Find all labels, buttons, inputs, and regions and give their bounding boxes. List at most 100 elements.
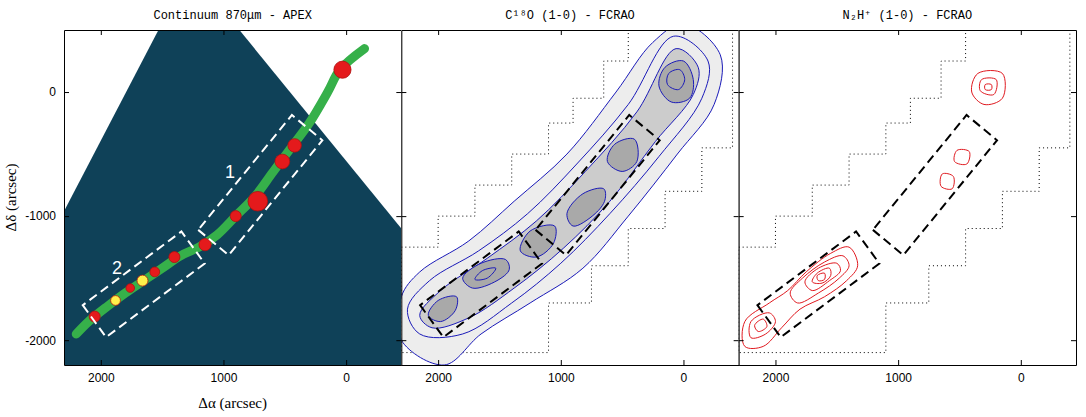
contour — [812, 268, 831, 284]
panel: 2000100000-1000-200012 — [25, 30, 402, 385]
contour — [790, 256, 849, 304]
tick-mark — [346, 360, 347, 365]
tick-mark — [1071, 216, 1076, 217]
contour — [401, 30, 722, 365]
tick — [401, 92, 406, 93]
filament — [76, 49, 364, 334]
clump — [288, 139, 301, 152]
box-label: 1 — [225, 162, 235, 182]
tick-mark — [561, 360, 562, 365]
box-label: 2 — [112, 258, 122, 278]
tick-mark — [396, 92, 401, 93]
tick — [401, 340, 406, 341]
tick: 0 — [49, 85, 69, 99]
tick: 0 — [343, 360, 350, 385]
tick-mark — [64, 340, 69, 341]
y-axis-right — [396, 31, 402, 366]
contour — [607, 138, 638, 171]
contour — [755, 319, 767, 332]
tick — [401, 216, 406, 217]
tick-mark — [401, 216, 406, 217]
x-axis: 200010000 — [65, 360, 402, 385]
tick — [561, 30, 562, 35]
tick-label: 1000 — [211, 371, 238, 385]
contour — [742, 247, 858, 349]
tick-mark — [775, 30, 776, 35]
tick: 0 — [681, 360, 688, 385]
axis-line — [64, 31, 65, 366]
figure-svg: 2000100000-1000-200012Continuum 870μm - … — [0, 0, 1086, 417]
region-box — [198, 115, 322, 255]
map-coverage — [64, 30, 401, 365]
tick: 2000 — [763, 360, 790, 385]
tick-mark — [775, 360, 776, 365]
x-axis: 200010000 — [402, 360, 739, 385]
contour — [749, 313, 775, 339]
tick-mark — [683, 360, 684, 365]
tick-label: 0 — [343, 371, 350, 385]
tick-mark — [101, 30, 102, 35]
tick-label: 2000 — [763, 371, 790, 385]
tick — [223, 30, 224, 35]
tick: -1000 — [25, 209, 69, 223]
tick — [1021, 30, 1022, 35]
contour — [817, 273, 825, 281]
tick — [396, 216, 401, 217]
tick: 1000 — [885, 360, 912, 385]
y-axis-right — [734, 31, 740, 366]
tick — [396, 340, 401, 341]
tick-mark — [438, 30, 439, 35]
tick-label: -2000 — [25, 334, 56, 348]
plot-area — [401, 30, 732, 365]
panel-background — [64, 30, 401, 365]
tick: 0 — [1018, 360, 1025, 385]
region-box — [873, 115, 997, 255]
tick — [739, 216, 744, 217]
x-axis-top — [402, 30, 739, 35]
y-axis: 0 -1000 -2000 — [25, 31, 69, 366]
axis-line — [739, 365, 1076, 366]
tick: 1000 — [548, 360, 575, 385]
tick — [739, 340, 744, 341]
axis-line — [401, 31, 402, 366]
tick-mark — [683, 30, 684, 35]
clump — [334, 61, 351, 78]
tick-mark — [1071, 340, 1076, 341]
contour — [420, 49, 699, 329]
tick-mark — [734, 340, 739, 341]
panel-title: N₂H⁺ (1-0) - FCRAO — [843, 9, 973, 23]
tick — [734, 92, 739, 93]
tick-label: 0 — [49, 85, 56, 99]
figure: 2000100000-1000-200012Continuum 870μm - … — [0, 0, 1086, 417]
axis-line — [65, 365, 402, 366]
clump — [137, 275, 148, 286]
tick-mark — [396, 216, 401, 217]
region-box — [757, 231, 879, 337]
tick: -2000 — [25, 334, 69, 348]
y-axis — [401, 31, 406, 366]
tick-label: -1000 — [25, 209, 56, 223]
tick — [1071, 92, 1076, 93]
tick-mark — [64, 92, 69, 93]
clump — [275, 154, 290, 169]
tick-mark — [223, 360, 224, 365]
tick-mark — [401, 340, 406, 341]
contour — [475, 268, 496, 280]
contour — [971, 71, 1005, 105]
tick-mark — [223, 30, 224, 35]
tick-mark — [734, 92, 739, 93]
region-box — [83, 231, 205, 337]
contour — [940, 173, 954, 189]
tick-mark — [734, 216, 739, 217]
contour — [428, 296, 457, 322]
panel: 2000 1000 0 — [739, 30, 1077, 385]
tick-label: 1000 — [885, 371, 912, 385]
map-coverage — [401, 30, 732, 353]
tick-label: 0 — [681, 371, 688, 385]
panel-background — [401, 30, 738, 365]
tick-mark — [898, 360, 899, 365]
contour — [463, 259, 510, 289]
panel: 200010000 — [397, 24, 739, 385]
tick — [346, 30, 347, 35]
region-box — [536, 115, 660, 255]
